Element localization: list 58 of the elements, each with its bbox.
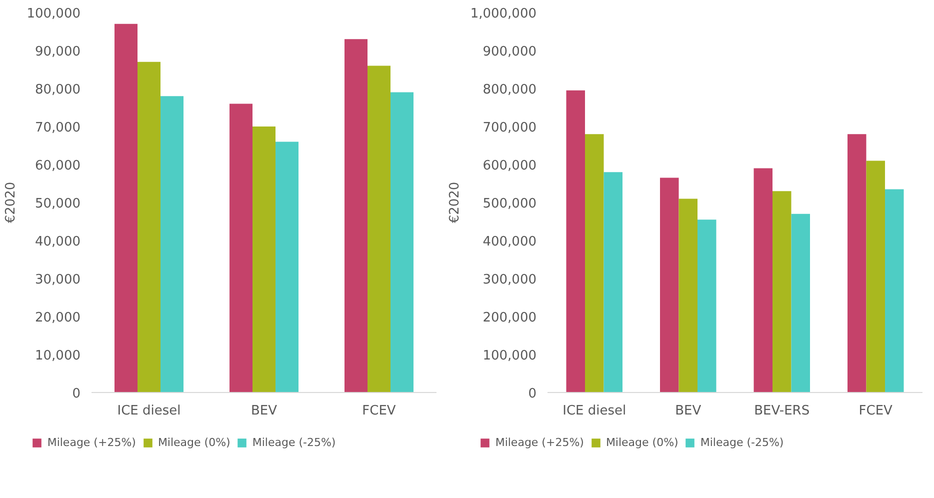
x-tick-label: FCEV — [362, 404, 396, 418]
y-tick-label: 20,000 — [35, 310, 81, 326]
y-tick-label: 100,000 — [482, 348, 537, 364]
bar — [368, 66, 390, 392]
y-tick-label: 800,000 — [482, 82, 537, 98]
bar — [866, 160, 885, 392]
bar — [660, 178, 679, 392]
legend-label: Mileage (0%) — [158, 436, 230, 449]
bar — [604, 172, 622, 392]
bar — [230, 104, 252, 392]
bar — [160, 96, 184, 392]
bar — [344, 39, 368, 392]
bar — [390, 92, 414, 392]
y-tick-label: 50,000 — [35, 196, 81, 212]
bar — [772, 191, 792, 392]
legend-label: Mileage (-25%) — [252, 436, 336, 449]
y-tick-label: 1,000,000 — [470, 6, 537, 22]
y-tick-label: 70,000 — [35, 120, 81, 136]
y-tick-label: 40,000 — [35, 234, 81, 250]
bar — [114, 24, 138, 392]
legend-label: Mileage (0%) — [606, 436, 678, 449]
y-tick-label: 300,000 — [482, 272, 537, 288]
bar — [754, 168, 772, 392]
y-tick-label: 90,000 — [35, 44, 81, 60]
y-tick-label: 60,000 — [35, 158, 81, 174]
legend-label: Mileage (+25%) — [495, 436, 584, 449]
x-tick-label: BEV — [250, 404, 278, 418]
bar — [791, 214, 810, 392]
y-tick-label: 10,000 — [35, 348, 81, 364]
bar — [585, 134, 604, 392]
y-axis-title: €2020 — [4, 182, 19, 224]
x-tick-label: ICE diesel — [562, 404, 626, 418]
bar — [138, 62, 160, 392]
bar — [698, 220, 716, 392]
y-tick-label: 500,000 — [482, 196, 537, 212]
bar — [678, 198, 698, 392]
y-tick-label: 100,000 — [26, 6, 81, 22]
y-tick-label: 900,000 — [482, 44, 537, 60]
legend-label: Mileage (-25%) — [700, 436, 784, 449]
y-tick-label: 200,000 — [482, 310, 537, 326]
y-tick-label: 700,000 — [482, 120, 537, 136]
x-tick-label: ICE diesel — [117, 404, 181, 418]
bar — [252, 126, 276, 392]
x-tick-label: BEV — [675, 404, 702, 418]
y-tick-label: 0 — [528, 386, 537, 402]
legend-label: Mileage (+25%) — [47, 436, 136, 449]
y-tick-label: 0 — [72, 386, 81, 402]
x-tick-label: FCEV — [858, 404, 893, 418]
x-tick-label: BEV-ERS — [754, 404, 810, 418]
y-axis-title: €2020 — [447, 182, 462, 224]
y-tick-label: 600,000 — [482, 158, 537, 174]
bar — [276, 142, 298, 392]
bar — [848, 134, 866, 392]
y-tick-label: 30,000 — [35, 272, 81, 288]
bar — [885, 189, 904, 392]
bar — [566, 90, 585, 392]
y-tick-label: 400,000 — [482, 234, 537, 250]
y-tick-label: 80,000 — [35, 82, 81, 98]
